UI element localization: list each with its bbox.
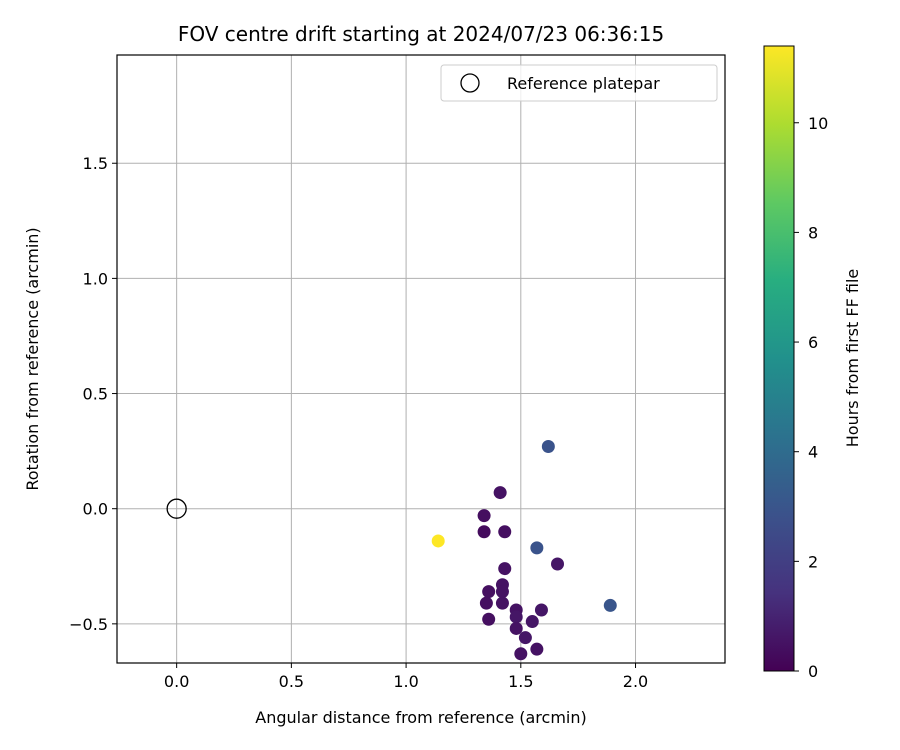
- data-point: [493, 486, 507, 500]
- x-axis-label: Angular distance from reference (arcmin): [255, 708, 586, 727]
- y-tick-label: 0.0: [83, 500, 108, 519]
- x-tick-label: 1.5: [508, 672, 533, 691]
- reference-marker-group: [166, 498, 187, 519]
- data-point: [530, 642, 544, 656]
- data-point: [534, 603, 548, 617]
- legend-label: Reference platepar: [507, 74, 660, 93]
- colorbar-ticks: 0 2 4 6 8 10: [794, 114, 828, 681]
- colorbar-tick-label: 2: [808, 552, 818, 571]
- x-tick-label: 1.0: [393, 672, 418, 691]
- data-point: [514, 647, 528, 661]
- legend-reference-marker: [460, 73, 480, 93]
- data-point: [509, 621, 523, 635]
- plot-frame: [116, 54, 726, 664]
- colorbar-tick-label: 10: [808, 114, 828, 133]
- y-tick-label: 0.5: [83, 385, 108, 404]
- colorbar-label: Hours from first FF file: [843, 269, 862, 448]
- colorbar-tick-label: 8: [808, 223, 818, 242]
- colorbar: 0 2 4 6 8 10 Hours from first FF file: [763, 45, 862, 681]
- data-point: [431, 534, 445, 548]
- data-point: [603, 598, 617, 612]
- x-tick-label: 0.0: [164, 672, 189, 691]
- colorbar-tick-label: 6: [808, 333, 818, 352]
- legend: Reference platepar: [440, 64, 718, 102]
- data-point: [551, 557, 565, 571]
- grid: [117, 55, 725, 663]
- data-point: [482, 585, 496, 599]
- y-axis-label: Rotation from reference (arcmin): [23, 227, 42, 490]
- y-tick-label: 1.0: [83, 269, 108, 288]
- y-tick-label: −0.5: [69, 615, 108, 634]
- x-tick-label: 2.0: [623, 672, 648, 691]
- data-point: [482, 612, 496, 626]
- x-axis-ticks: 0.0 0.5 1.0 1.5 2.0: [164, 663, 648, 691]
- data-point: [477, 525, 491, 539]
- legend-box: [440, 64, 718, 102]
- data-point: [477, 509, 491, 523]
- x-tick-label: 0.5: [279, 672, 304, 691]
- colorbar-tick-label: 4: [808, 443, 818, 462]
- data-point: [509, 610, 523, 624]
- data-point: [518, 631, 532, 645]
- colorbar-tick-label: 0: [808, 662, 818, 681]
- data-point: [498, 525, 512, 539]
- data-point: [530, 541, 544, 555]
- chart-title: FOV centre drift starting at 2024/07/23 …: [178, 22, 664, 46]
- data-point: [541, 440, 555, 454]
- data-point: [479, 596, 493, 610]
- y-tick-label: 1.5: [83, 154, 108, 173]
- data-point: [498, 562, 512, 576]
- reference-platepar-marker: [166, 498, 187, 519]
- data-point: [525, 615, 539, 629]
- data-point: [495, 585, 509, 599]
- colorbar-gradient: [763, 45, 795, 672]
- data-points: [431, 440, 617, 661]
- data-point: [495, 596, 509, 610]
- y-axis-ticks: −0.5 0.0 0.5 1.0 1.5: [69, 154, 117, 634]
